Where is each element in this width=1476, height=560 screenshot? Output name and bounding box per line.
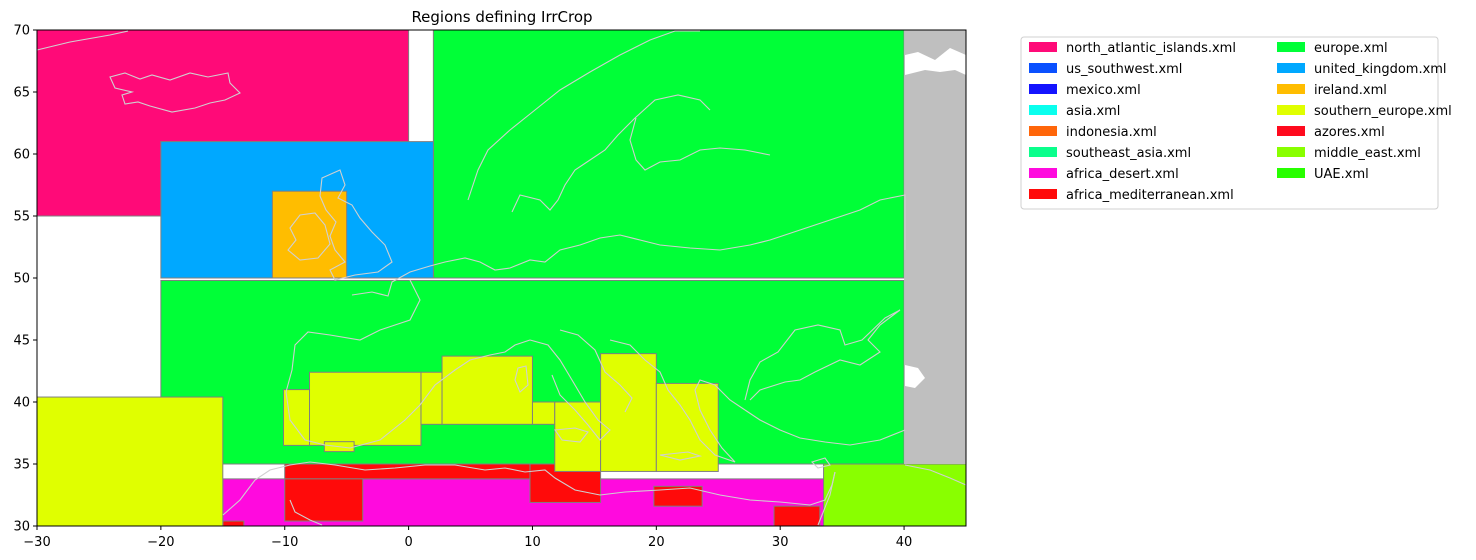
legend-swatch: [1029, 105, 1057, 115]
region-southern_europe: [282, 389, 311, 446]
region-southern_europe: [420, 371, 443, 425]
coastline-sicily: [554, 427, 589, 443]
y-tick-label: 45: [13, 334, 30, 349]
legend-swatch: [1277, 147, 1305, 157]
x-tick-label: 20: [648, 535, 665, 550]
coastline-africa-west: [289, 499, 323, 526]
coastline-scandinavia: [467, 30, 771, 213]
y-tick-label: 65: [13, 86, 30, 101]
x-tick-label: 0: [404, 535, 412, 550]
region-southern_europe: [531, 401, 556, 425]
region-africa_mediterranean: [653, 485, 703, 507]
x-tick-label: −30: [23, 535, 50, 550]
region-africa_mediterranean: [284, 478, 364, 522]
coastline-cyprus: [810, 457, 831, 469]
legend-swatch: [1029, 168, 1057, 178]
coastline-crete: [659, 451, 703, 461]
y-tick-label: 35: [13, 458, 30, 473]
white-sea-mask: [905, 48, 966, 75]
region-southern_europe: [36, 396, 224, 527]
legend-label: azores.xml: [1314, 125, 1385, 140]
legend-box: [1020, 36, 1439, 210]
coastline-sardinia: [514, 365, 529, 393]
x-tick-label: −20: [147, 535, 174, 550]
legend-label: asia.xml: [1066, 104, 1120, 119]
y-tick-label: 30: [13, 520, 30, 535]
coastline-north-africa: [222, 461, 836, 516]
y-tick-label: 40: [13, 396, 30, 411]
legend-label: europe.xml: [1314, 41, 1388, 56]
legend-swatch: [1277, 63, 1305, 73]
region-southern_europe: [309, 371, 422, 446]
legend-swatch: [1029, 147, 1057, 157]
region-ireland: [271, 190, 348, 279]
coastline-arabia: [904, 464, 967, 486]
coastline-greenland: [36, 30, 129, 51]
y-tick-label: 50: [13, 272, 30, 287]
coastline-britain: [319, 169, 393, 281]
x-tick-label: 40: [896, 535, 913, 550]
region-southern_europe: [600, 353, 657, 472]
y-tick-label: 55: [13, 210, 30, 225]
chart-title: Regions defining IrrCrop: [411, 8, 592, 26]
region-middle_east: [823, 463, 967, 527]
legend-label: united_kingdom.xml: [1314, 62, 1447, 77]
legend-swatch: [1277, 42, 1305, 52]
legend-label: north_atlantic_islands.xml: [1066, 41, 1236, 56]
legend-swatch: [1277, 126, 1305, 136]
x-tick-label: 30: [772, 535, 789, 550]
region-southern_europe: [441, 355, 533, 425]
legend-label: africa_mediterranean.xml: [1066, 188, 1234, 203]
region-land_outside: [904, 30, 966, 464]
legend: north_atlantic_islands.xml us_southwest.x…: [1020, 36, 1452, 210]
coastline-iceland: [109, 72, 241, 113]
legend-label: UAE.xml: [1314, 167, 1369, 182]
y-tick-label: 70: [13, 24, 30, 39]
coastline-italy: [529, 329, 633, 441]
legend-label: mexico.xml: [1066, 83, 1141, 98]
legend-label: africa_desert.xml: [1066, 167, 1179, 182]
water-mask-layer: [905, 48, 966, 388]
legend-label: southern_europe.xml: [1314, 104, 1452, 119]
coastline-layer: [36, 30, 967, 526]
legend-swatch: [1277, 84, 1305, 94]
region-europe_north: [432, 29, 905, 279]
axis-ticks: −30 −20 −10 0 10 20 30 40 30 35 40 45 50 55 60 65 70: [13, 24, 912, 551]
legend-swatch: [1029, 42, 1057, 52]
coastline-black-sea: [744, 309, 901, 401]
coastline-nile: [817, 471, 836, 526]
region-africa_mediterranean: [773, 505, 821, 527]
coastline-turkey: [744, 409, 906, 446]
caspian-mask: [905, 365, 925, 388]
y-tick-label: 60: [13, 148, 30, 163]
legend-swatch: [1029, 84, 1057, 94]
region-africa_mediterranean: [222, 520, 245, 527]
legend-swatch: [1029, 126, 1057, 136]
x-tick-label: −10: [271, 535, 298, 550]
legend-swatch: [1277, 105, 1305, 115]
legend-label: middle_east.xml: [1314, 146, 1421, 161]
legend-label: us_southwest.xml: [1066, 62, 1182, 77]
legend-swatch: [1277, 168, 1305, 178]
legend-label: indonesia.xml: [1066, 125, 1157, 140]
legend-swatch: [1029, 189, 1057, 199]
coastline-balkans: [609, 339, 746, 463]
regions-layer: [36, 29, 967, 527]
legend-swatch: [1029, 63, 1057, 73]
coastline-europe-west: [285, 194, 906, 449]
coastline-ireland: [287, 212, 331, 261]
legend-label: southeast_asia.xml: [1066, 146, 1191, 161]
x-tick-label: 10: [524, 535, 541, 550]
legend-label: ireland.xml: [1314, 83, 1387, 98]
